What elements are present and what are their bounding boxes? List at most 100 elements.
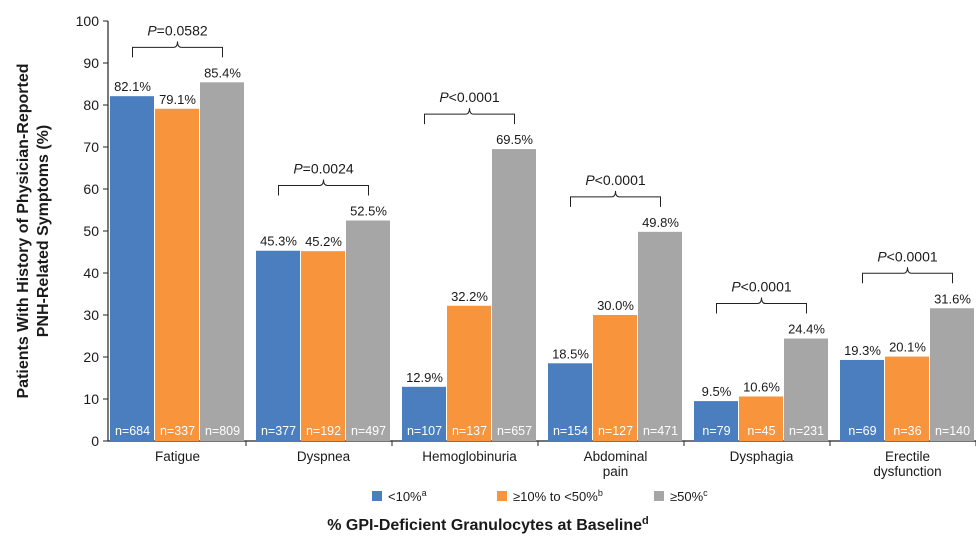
bar-value-label: 24.4% bbox=[788, 322, 825, 337]
labels: 82.1% n=684 79.1% n=337 85.4% n=809 Fatigue 45.… bbox=[114, 65, 971, 479]
bar-n-label: n=140 bbox=[935, 424, 970, 438]
bar bbox=[885, 356, 929, 441]
p-value-symbol: P bbox=[731, 279, 741, 295]
y-tick-label: 90 bbox=[83, 55, 99, 71]
bar-n-label: n=107 bbox=[407, 424, 442, 438]
bar bbox=[301, 251, 345, 441]
y-axis-title-line: Patients With History of Physician-Repor… bbox=[15, 63, 32, 398]
bar bbox=[447, 305, 491, 441]
axes: 0 10 20 30 40 50 60 70 80 90 100 Patients With Hist… bbox=[15, 13, 976, 534]
x-axis-title: % GPI-Deficient Granulocytes at Baseline… bbox=[327, 515, 649, 534]
bar-n-label: n=231 bbox=[789, 424, 824, 438]
y-tick-label: 30 bbox=[83, 307, 99, 323]
legend-label: ≥10% to <50%b bbox=[513, 488, 603, 504]
bar-n-label: n=45 bbox=[747, 424, 775, 438]
legend: <10%a ≥10% to <50%b ≥50%c bbox=[372, 488, 708, 504]
bar bbox=[930, 308, 974, 441]
p-value-text: <0.0001 bbox=[741, 279, 792, 295]
p-value-text: =0.0024 bbox=[303, 161, 354, 177]
y-tick-label: 20 bbox=[83, 349, 99, 365]
bar-value-label: 30.0% bbox=[597, 298, 634, 313]
bar-value-label: 10.6% bbox=[743, 379, 780, 394]
bar bbox=[110, 96, 154, 442]
bar-value-label: 12.9% bbox=[406, 370, 443, 385]
y-tick-label: 0 bbox=[91, 433, 99, 449]
bar bbox=[402, 386, 446, 441]
p-value-brackets: P=0.0582P=0.0024P<0.0001P<0.0001P<0.0001… bbox=[132, 22, 953, 314]
bar-value-label: 45.3% bbox=[260, 234, 297, 249]
bar-n-label: n=69 bbox=[848, 424, 876, 438]
bar-n-label: n=36 bbox=[893, 424, 921, 438]
x-axis-title-superscript: d bbox=[642, 515, 649, 527]
bar bbox=[739, 396, 783, 441]
y-tick-label: 10 bbox=[83, 391, 99, 407]
bar-n-label: n=471 bbox=[643, 424, 678, 438]
bar-value-label: 49.8% bbox=[642, 215, 679, 230]
legend-label-superscript: a bbox=[422, 488, 427, 498]
bar bbox=[840, 359, 884, 441]
bar-n-label: n=79 bbox=[702, 424, 730, 438]
bar-value-label: 45.2% bbox=[305, 234, 342, 249]
y-axis-title-line: PNH-Related Symptoms (%) bbox=[35, 125, 52, 337]
p-value-bracket bbox=[570, 190, 661, 207]
p-value-label: P<0.0001 bbox=[439, 89, 500, 105]
p-value-symbol: P bbox=[147, 22, 157, 38]
bars bbox=[110, 82, 974, 442]
category-label: pain bbox=[603, 464, 629, 479]
bar-n-label: n=337 bbox=[160, 424, 195, 438]
bar-value-label: 32.2% bbox=[451, 289, 488, 304]
category-label: Dyspnea bbox=[297, 449, 351, 464]
bar-n-label: n=137 bbox=[452, 424, 487, 438]
bar-n-label: n=684 bbox=[115, 424, 150, 438]
bar-n-label: n=192 bbox=[306, 424, 341, 438]
p-value-label: P=0.0582 bbox=[147, 22, 208, 38]
legend-label-text: ≥50% bbox=[670, 489, 704, 504]
y-axis-title: Patients With History of Physician-Repor… bbox=[15, 63, 52, 398]
category-label: Erectile bbox=[885, 449, 930, 464]
x-axis-title-text: % GPI-Deficient Granulocytes at Baseline bbox=[327, 517, 642, 534]
p-value-bracket bbox=[862, 267, 953, 284]
bar-value-label: 79.1% bbox=[159, 92, 196, 107]
bar bbox=[200, 82, 244, 441]
bar-value-label: 20.1% bbox=[889, 340, 926, 355]
y-tick-label: 100 bbox=[76, 13, 100, 29]
bar-value-label: 85.4% bbox=[204, 65, 241, 80]
y-tick-label: 50 bbox=[83, 223, 99, 239]
legend-label-text: <10% bbox=[388, 489, 422, 504]
bar-value-label: 82.1% bbox=[114, 79, 151, 94]
bar bbox=[256, 250, 300, 441]
bar-n-label: n=809 bbox=[205, 424, 240, 438]
legend-label-text: ≥10% to <50% bbox=[513, 489, 598, 504]
bar-value-label: 52.5% bbox=[350, 204, 387, 219]
bar-n-label: n=377 bbox=[261, 424, 296, 438]
bar bbox=[155, 108, 199, 441]
p-value-bracket bbox=[716, 297, 807, 314]
legend-swatch bbox=[497, 491, 507, 501]
legend-swatch bbox=[372, 491, 382, 501]
bar-value-label: 19.3% bbox=[844, 343, 881, 358]
p-value-bracket bbox=[278, 179, 369, 196]
p-value-text: =0.0582 bbox=[157, 22, 208, 38]
bar bbox=[694, 401, 738, 441]
bar bbox=[638, 231, 682, 441]
y-tick-label: 40 bbox=[83, 265, 99, 281]
bar bbox=[548, 363, 592, 441]
category-label: Hemoglobinuria bbox=[422, 449, 517, 464]
category-label: Abdominal bbox=[584, 449, 648, 464]
p-value-label: P<0.0001 bbox=[585, 172, 646, 188]
category-label: dysfunction bbox=[873, 464, 941, 479]
p-value-label: P=0.0024 bbox=[293, 161, 354, 177]
p-value-label: P<0.0001 bbox=[731, 279, 792, 295]
bar-n-label: n=657 bbox=[497, 424, 532, 438]
p-value-symbol: P bbox=[293, 161, 303, 177]
category-label: Fatigue bbox=[155, 449, 200, 464]
bar-n-label: n=497 bbox=[351, 424, 386, 438]
legend-label: <10%a bbox=[388, 488, 427, 504]
y-tick-label: 60 bbox=[83, 181, 99, 197]
bar-value-label: 69.5% bbox=[496, 132, 533, 147]
bar-n-label: n=154 bbox=[553, 424, 588, 438]
bar bbox=[492, 149, 536, 441]
p-value-label: P<0.0001 bbox=[877, 248, 938, 264]
bar-value-label: 31.6% bbox=[934, 291, 971, 306]
p-value-symbol: P bbox=[585, 172, 595, 188]
